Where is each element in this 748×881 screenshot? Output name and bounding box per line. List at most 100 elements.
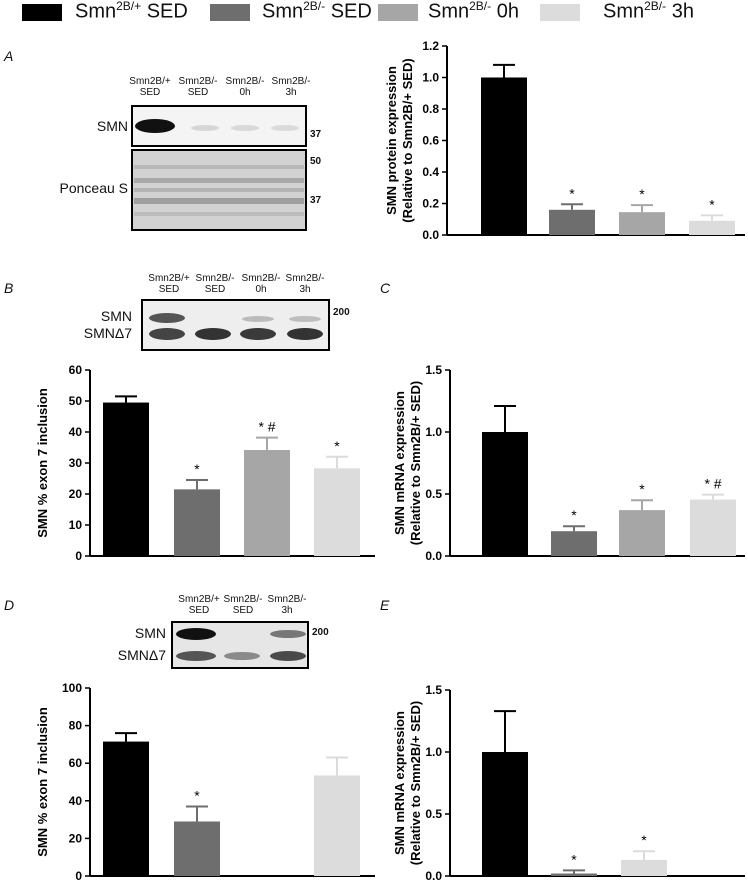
significance-mark: * [194,787,200,803]
significance-mark: * [639,186,645,202]
legend-swatch-ko-3h [540,4,580,21]
bar [619,510,665,556]
y-tick-label: 100 [62,681,82,695]
y-tick-label: 0.0 [425,549,442,563]
bar [619,212,665,235]
blot-row-label: SMN [96,118,128,134]
bar [174,821,220,876]
y-tick-label: 10 [69,518,83,532]
legend-label-ko-sed: Smn2B/- SED [262,0,372,23]
blot-row-label: SMNΔ7 [117,647,166,663]
significance-mark: * # [258,419,275,435]
y-tick-label: 0 [75,549,82,563]
y-tick-label: 0 [75,869,82,881]
y-tick-label: 0.2 [422,197,439,211]
y-axis-label: (Relative to Smn2B/+ SED) [408,701,423,865]
panel-letter-e: E [380,597,390,613]
lane-header: Smn2B/- SED [195,273,235,295]
legend-label-wt-sed: Smn2B/+ SED [75,0,188,23]
mw-marker: 37 [310,129,322,140]
legend-swatch-ko-sed [210,4,250,21]
y-tick-label: 0.0 [425,869,442,881]
y-tick-label: 60 [69,756,83,770]
y-tick-label: 0.4 [422,165,439,179]
y-axis-label: SMN % exon 7 inclusion [35,707,50,857]
y-tick-label: 30 [69,456,83,470]
legend-swatch-wt-sed [22,4,62,21]
significance-mark: * [709,196,715,212]
blot-row-label: SMNΔ7 [83,325,132,341]
significance-mark: * [639,481,645,497]
panel-letter-a: A [4,48,14,64]
blot-row-label: SMN [100,308,132,324]
significance-mark: * # [704,476,721,492]
y-tick-label: 80 [69,719,83,733]
y-tick-label: 40 [69,425,83,439]
lane-header: Smn2B/+ SED [178,594,220,616]
y-tick-label: 40 [69,794,83,808]
legend-label-ko-0h: Smn2B/- 0h [428,0,519,23]
y-tick-label: 1.5 [425,363,442,377]
panel-letter-b: B [4,280,14,296]
y-axis-label: SMN % exon 7 inclusion [35,388,50,538]
y-axis-label: SMN mRNA expression [392,391,407,535]
mw-marker: 37 [310,195,322,206]
bar [551,873,597,876]
y-tick-label: 20 [69,831,83,845]
significance-mark: * [569,185,575,201]
bar [690,499,736,556]
bar [174,489,220,556]
y-axis-label: (Relative to Smn2B/+ SED) [400,58,415,222]
bar [549,209,595,235]
significance-mark: * [641,832,647,848]
blot-row-label: SMN [134,625,166,641]
bar [551,531,597,556]
mw-marker: 50 [310,156,322,167]
y-tick-label: 60 [69,363,83,377]
panel-letter-c: C [380,280,391,296]
lane-header: Smn2B/- 3h [267,594,307,616]
y-tick-label: 0.8 [422,102,439,116]
y-tick-label: 20 [69,487,83,501]
lane-header: Smn2B/- 0h [225,76,265,98]
blot-row-label: Ponceau S [59,180,129,196]
bar [314,468,360,556]
y-tick-label: 1.2 [422,39,439,53]
y-tick-label: 1.5 [425,683,442,697]
bar [481,77,527,235]
bar [103,741,149,876]
legend-label-ko-3h: Smn2B/- 3h [603,0,694,23]
y-tick-label: 0.5 [425,807,442,821]
y-tick-label: 1.0 [425,425,442,439]
significance-mark: * [571,507,577,523]
bar [482,432,528,556]
legend-swatch-ko-0h [378,4,418,21]
lane-header: Smn2B/- 0h [241,273,281,295]
significance-mark: * [194,461,200,477]
significance-mark: * [571,851,577,867]
bar [482,752,528,876]
lane-header: Smn2B/+ SED [148,273,190,295]
y-tick-label: 0.5 [425,487,442,501]
y-tick-label: 0.6 [422,134,439,148]
bar [689,220,735,235]
lane-header: Smn2B/- 3h [271,76,311,98]
lane-header: Smn2B/- SED [223,594,263,616]
bar [103,402,149,556]
y-tick-label: 50 [69,394,83,408]
bar [244,449,290,556]
panel-letter-d: D [4,597,15,613]
significance-mark: * [334,438,340,454]
y-axis-label: (Relative to Smn2B/+ SED) [408,381,423,545]
y-tick-label: 1.0 [425,745,442,759]
y-tick-label: 1.0 [422,71,439,85]
lane-header: Smn2B/+ SED [129,76,171,98]
lane-header: Smn2B/- SED [178,76,218,98]
y-axis-label: SMN protein expression [384,66,399,215]
bar [314,775,360,876]
y-tick-label: 0.0 [422,228,439,242]
lane-header: Smn2B/- 3h [285,273,325,295]
y-axis-label: SMN mRNA expression [392,711,407,855]
bar [621,859,667,876]
mw-marker: 200 [312,627,329,638]
